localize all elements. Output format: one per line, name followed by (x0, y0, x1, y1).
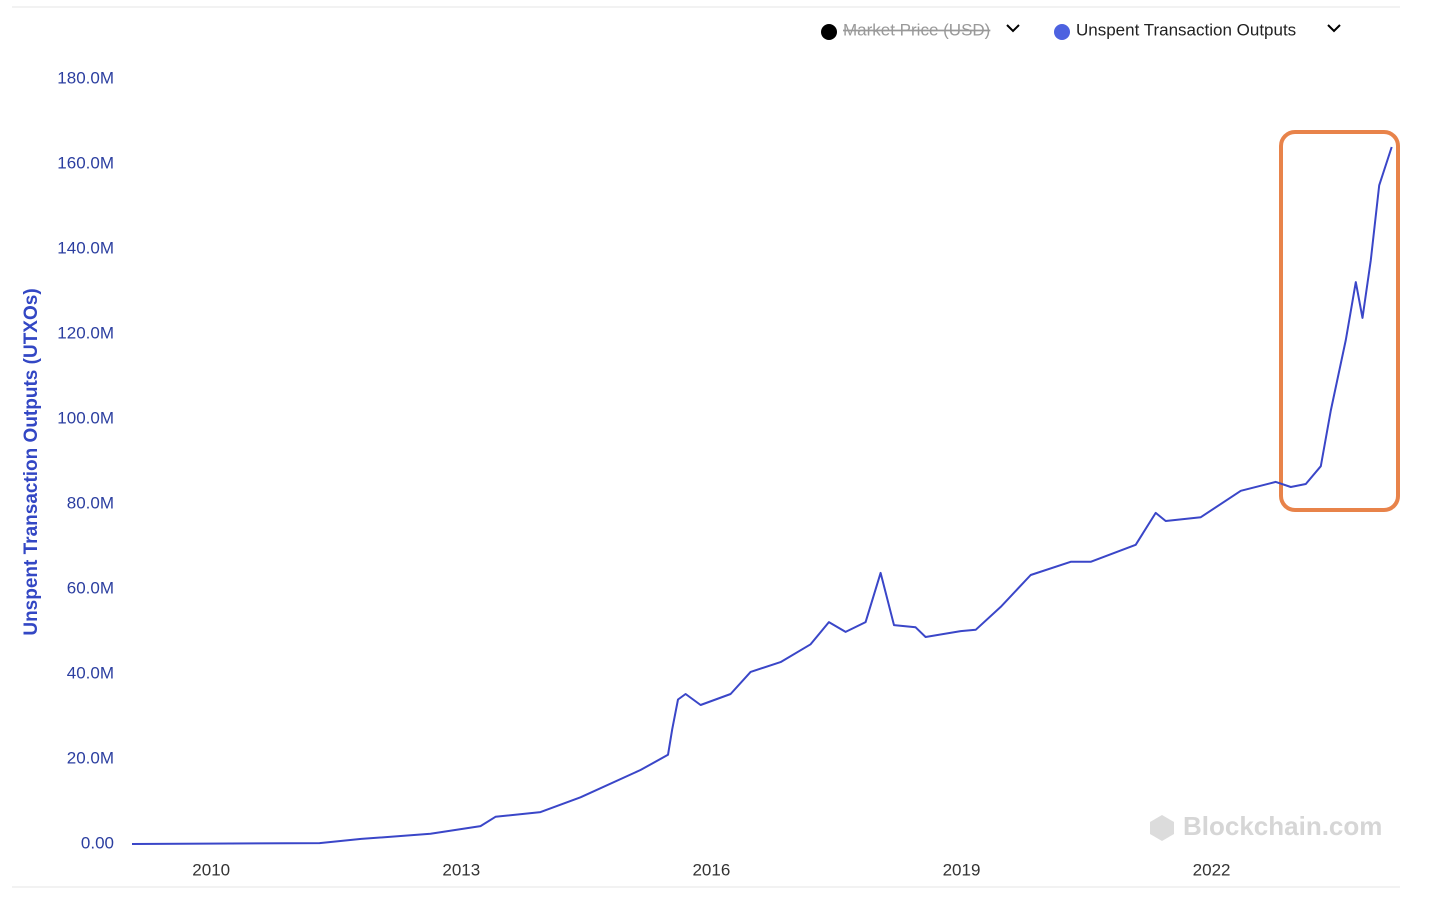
y-tick-label: 0.00 (81, 833, 114, 852)
x-tick-label: 2019 (943, 860, 981, 879)
highlight-box (1279, 130, 1400, 512)
y-tick-label: 60.0M (67, 578, 114, 597)
legend-label: Unspent Transaction Outputs (1076, 20, 1296, 39)
legend-item[interactable]: Market Price (USD) (821, 20, 1020, 40)
x-tick-label: 2022 (1193, 860, 1231, 879)
watermark-logo (1150, 815, 1174, 841)
y-tick-label: 20.0M (67, 748, 114, 767)
legend-label: Market Price (USD) (843, 20, 990, 39)
watermark-text: Blockchain.com (1183, 811, 1382, 841)
legend-item[interactable]: Unspent Transaction Outputs (1054, 20, 1341, 40)
y-tick-label: 100.0M (57, 408, 114, 427)
y-tick-label: 40.0M (67, 663, 114, 682)
legend-swatch (821, 24, 837, 40)
y-tick-label: 160.0M (57, 153, 114, 172)
y-tick-label: 80.0M (67, 493, 114, 512)
x-tick-label: 2013 (442, 860, 480, 879)
y-tick-label: 180.0M (57, 68, 114, 87)
watermark: Blockchain.com (1150, 811, 1382, 841)
x-tick-label: 2016 (692, 860, 730, 879)
y-axis-label: Unspent Transaction Outputs (UTXOs) (21, 288, 42, 635)
series-line (131, 146, 1393, 845)
legend-caret (1006, 24, 1020, 33)
legend-swatch (1054, 24, 1070, 40)
x-tick-label: 2010 (192, 860, 230, 879)
y-tick-label: 120.0M (57, 323, 114, 342)
y-tick-label: 140.0M (57, 238, 114, 257)
legend-caret (1327, 24, 1341, 33)
